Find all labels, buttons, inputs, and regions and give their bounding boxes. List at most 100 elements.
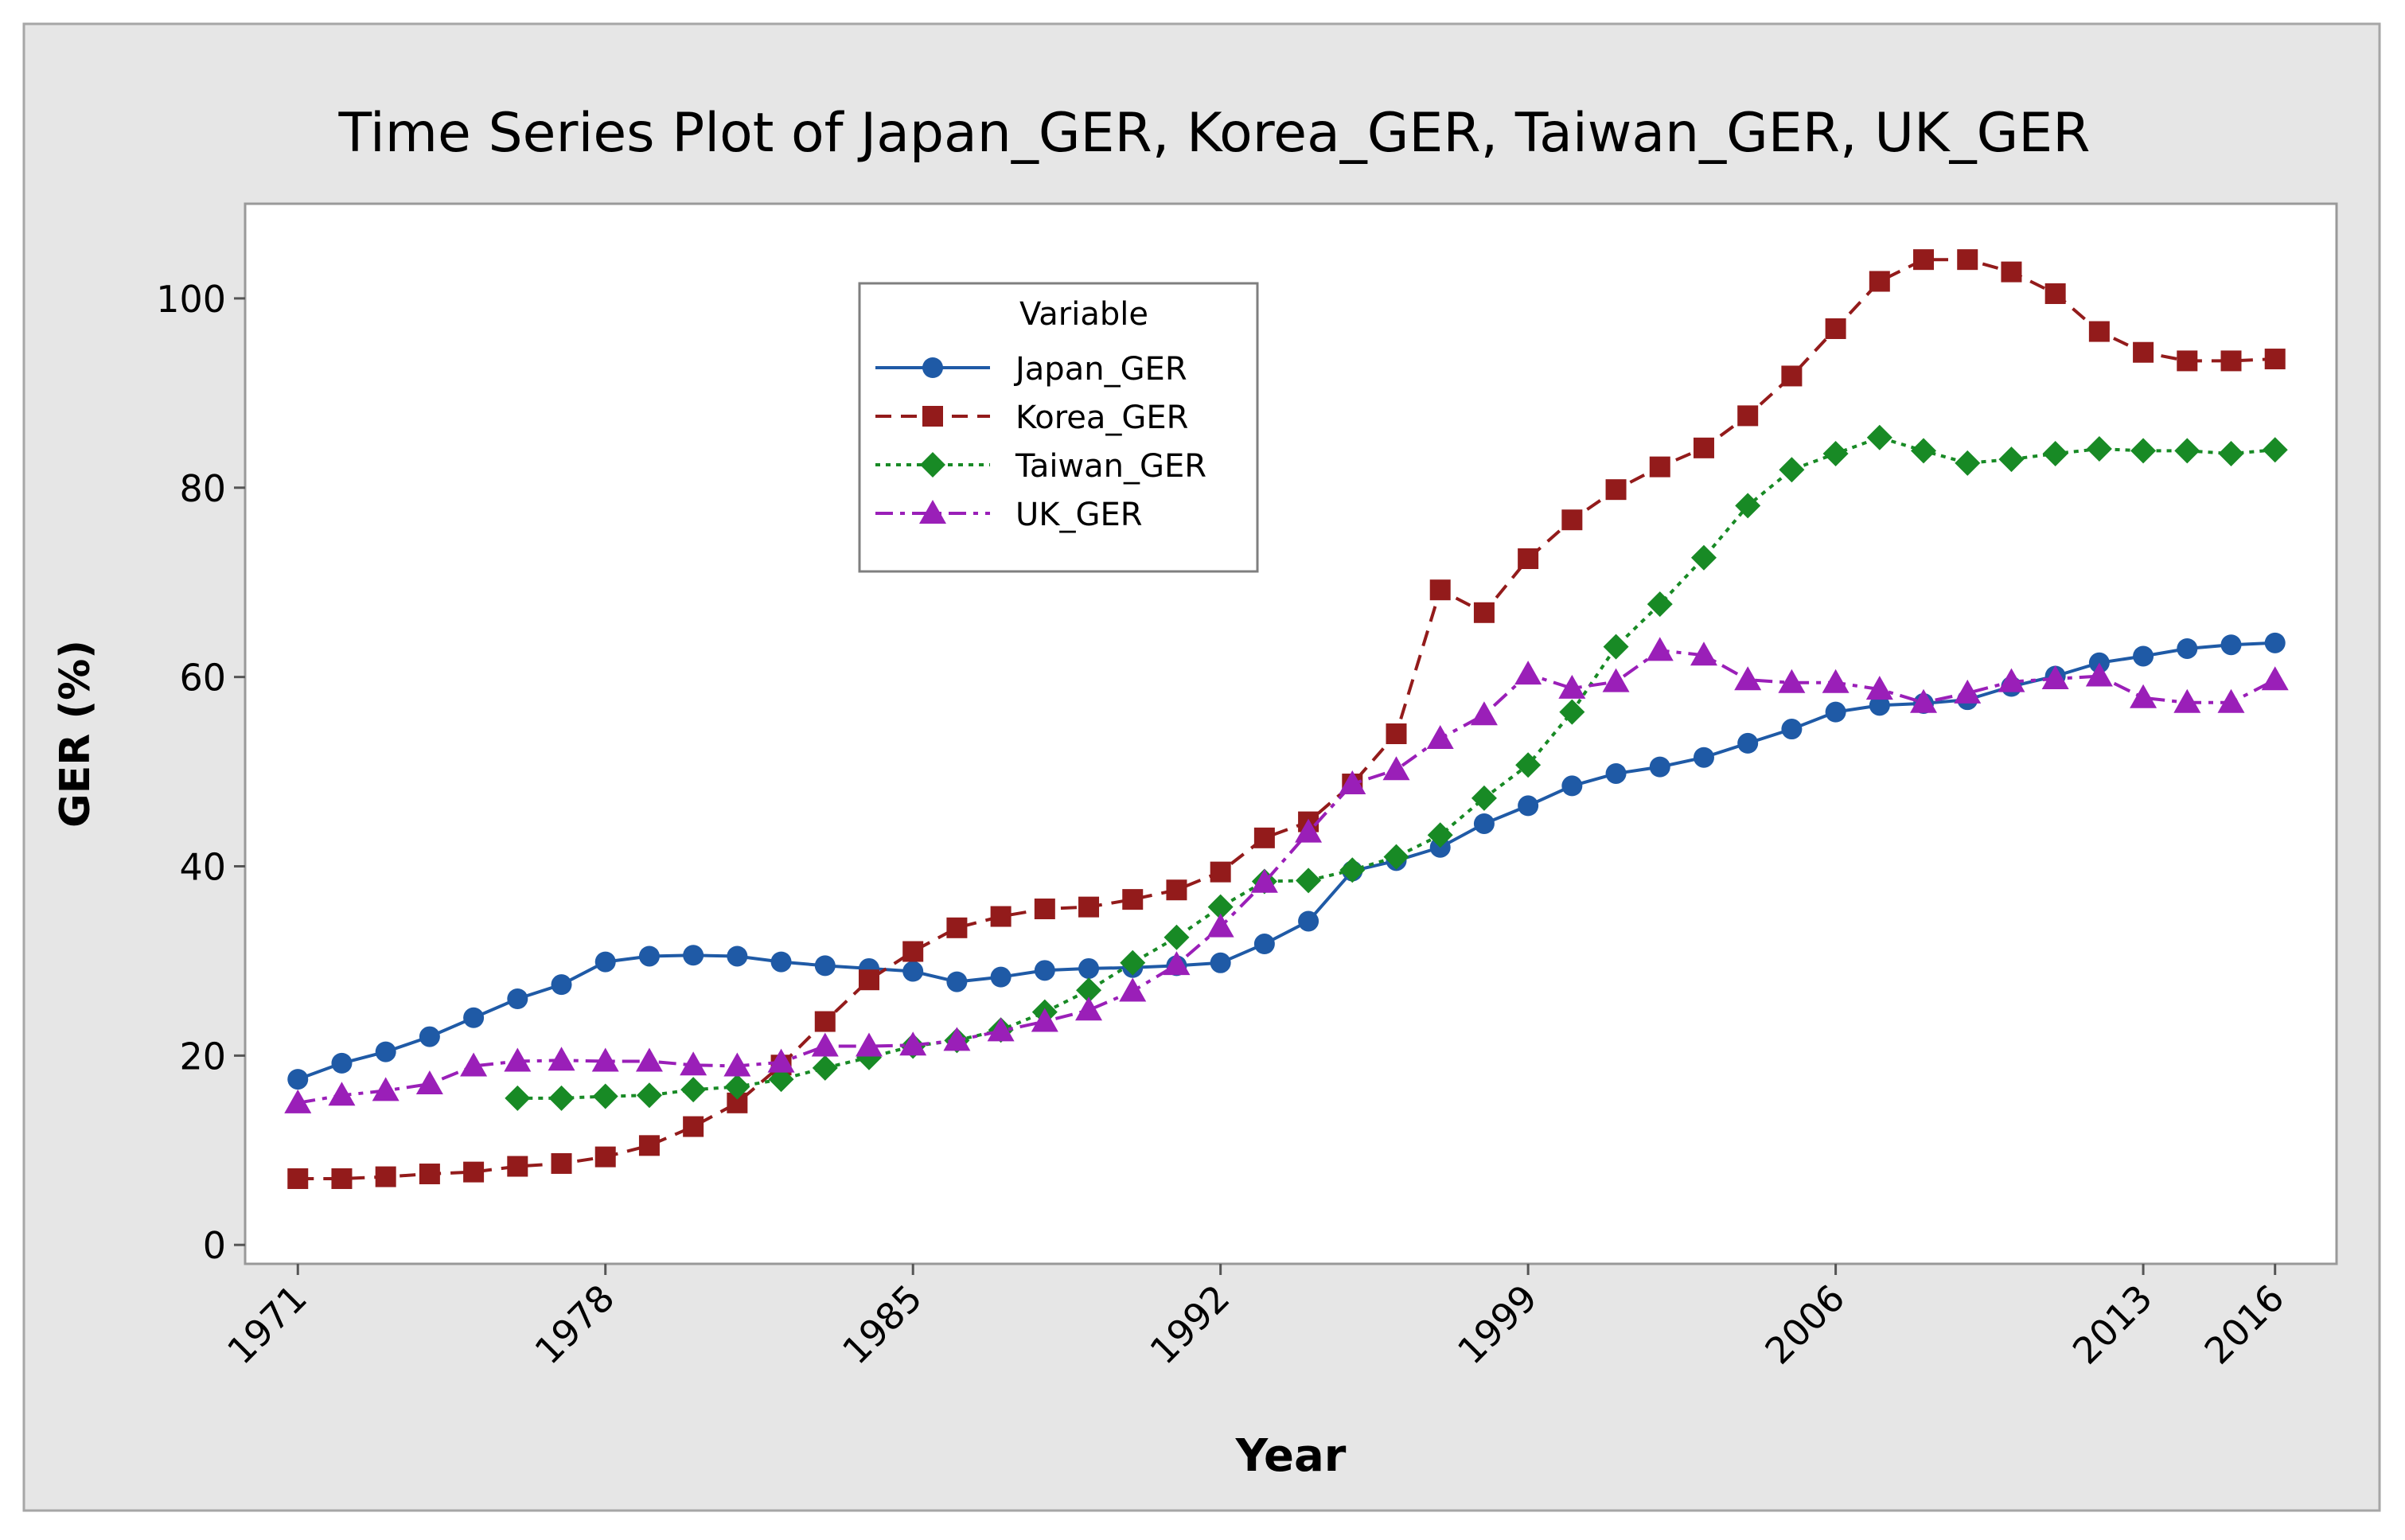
data-point (1605, 762, 1627, 784)
data-point (1296, 867, 1322, 894)
data-point (1120, 949, 1146, 976)
data-point (1075, 996, 1103, 1021)
data-point (592, 1083, 618, 1109)
data-point (1034, 899, 1055, 920)
data-point (1825, 701, 1846, 723)
data-point (1514, 661, 1542, 685)
data-point (1649, 456, 1670, 478)
data-point (1822, 440, 1849, 466)
legend-marker (920, 452, 945, 478)
data-point (594, 1146, 616, 1168)
data-point (683, 1116, 704, 1137)
data-point (2042, 440, 2068, 466)
data-point (1822, 669, 1850, 693)
legend-label: Taiwan_GER (1015, 448, 1206, 485)
data-point (1998, 668, 2025, 692)
data-point (2174, 438, 2200, 464)
data-point (1339, 857, 1366, 883)
data-point (2130, 684, 2157, 708)
data-point (463, 1161, 485, 1183)
data-point (375, 1041, 396, 1062)
data-point (902, 941, 924, 962)
data-point (548, 1047, 575, 1071)
data-point (287, 1069, 309, 1090)
data-point (548, 1085, 575, 1111)
data-point (1778, 669, 1806, 693)
data-point (551, 974, 572, 996)
data-point (2264, 349, 2286, 370)
series-line (297, 641, 2275, 1081)
legend-label: UK_GER (1015, 497, 1143, 533)
data-point (1869, 271, 1890, 292)
data-point (1646, 637, 1674, 661)
y-tick-label: 40 (179, 846, 226, 889)
data-point (1911, 438, 1937, 464)
data-point (2261, 666, 2289, 691)
series-line (298, 258, 2275, 1180)
data-point (2085, 662, 2113, 687)
data-point (990, 906, 1012, 927)
data-point (1078, 896, 1100, 918)
data-point (1210, 952, 1231, 973)
legend-title: Variable (1019, 296, 1148, 333)
data-point (284, 1089, 312, 1113)
data-point (2130, 438, 2157, 464)
data-point (1913, 249, 1935, 271)
data-point (636, 1082, 662, 1109)
legend-entry: UK_GER (875, 497, 1143, 533)
x-axis-label: Year (1235, 1430, 1347, 1482)
data-point (507, 1156, 528, 1177)
data-point (2177, 350, 2198, 372)
data-point (2220, 350, 2242, 372)
data-point (943, 1027, 971, 1051)
data-point (551, 1152, 572, 1174)
data-point (331, 1052, 353, 1074)
data-point (1382, 756, 1410, 781)
data-point (2044, 283, 2066, 304)
series-line (517, 435, 2275, 1100)
legend-label: Korea_GER (1015, 400, 1188, 436)
legend: Variable Japan_GER Korea_GER Taiwan_GER UK_… (858, 282, 1259, 573)
data-point (1865, 676, 1893, 700)
data-point (507, 988, 528, 1009)
data-point (767, 1048, 795, 1073)
data-point (1295, 818, 1323, 843)
data-point (1383, 844, 1409, 870)
data-point (768, 1066, 794, 1093)
data-point (415, 1070, 443, 1095)
data-point (1207, 894, 1234, 920)
data-point (1690, 641, 1717, 666)
data-point (814, 1011, 836, 1032)
data-point (1998, 446, 2025, 473)
chart-title: Time Series Plot of Japan_GER, Korea_GER… (337, 102, 2090, 165)
legend-entry: Taiwan_GER (875, 448, 1206, 485)
data-point (372, 1077, 400, 1101)
data-point (902, 961, 924, 982)
data-point (1602, 668, 1630, 692)
legend-marker (919, 500, 946, 524)
legend-marker (922, 357, 943, 378)
data-point (1078, 957, 1100, 979)
data-point (1166, 879, 1187, 901)
data-point (2001, 261, 2022, 283)
data-point (1866, 424, 1892, 450)
data-point (328, 1082, 356, 1106)
data-point (1957, 249, 1978, 271)
data-point (2262, 437, 2288, 463)
legend-entries: Japan_GER Korea_GER Taiwan_GER UK_GER (875, 351, 1206, 533)
data-point (2088, 321, 2110, 342)
data-point (1518, 548, 1539, 569)
data-point (1603, 634, 1629, 660)
data-point (1429, 579, 1451, 601)
data-point (1737, 732, 1759, 754)
data-point (2264, 632, 2286, 653)
data-point (987, 1017, 1015, 1042)
data-point (1253, 934, 1275, 955)
data-point (770, 951, 792, 973)
data-point (1164, 924, 1190, 950)
data-point (1869, 695, 1890, 716)
series-line (297, 649, 2276, 1105)
data-point (724, 1074, 750, 1100)
data-point (463, 1007, 485, 1028)
